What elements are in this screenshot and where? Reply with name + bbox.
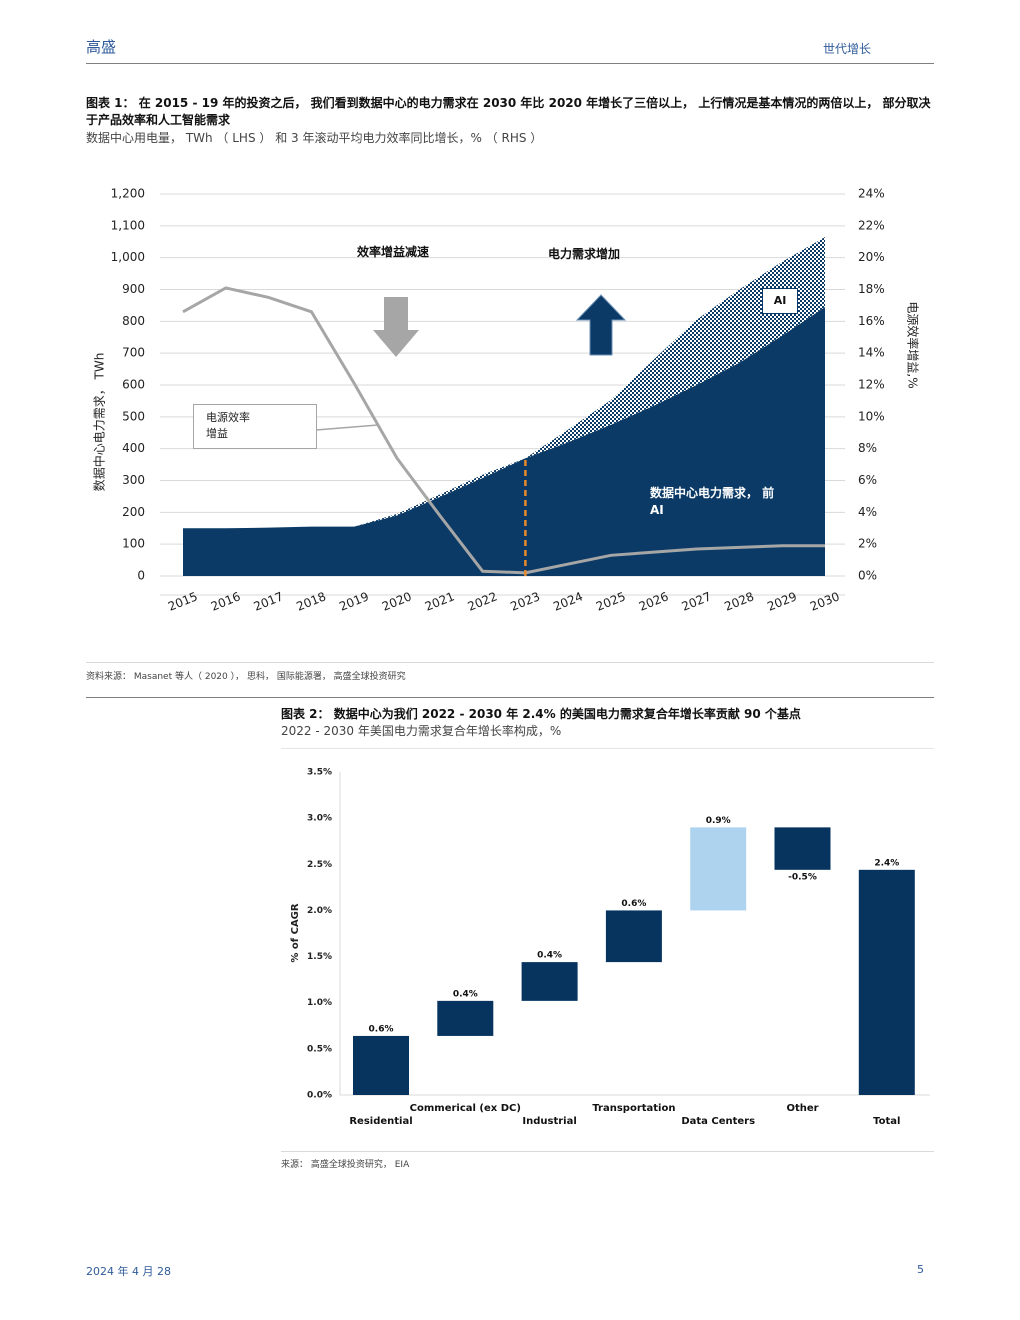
x-tick-label: Transportation — [592, 1103, 675, 1114]
series-label: 数据中心电力需求， 前 AI — [650, 486, 775, 517]
footer-page: 5 — [917, 1263, 924, 1276]
x-tick-label: Data Centers — [681, 1116, 755, 1127]
y2-tick-label: 14% — [858, 346, 885, 360]
chart: 0.0% 0.5% 1.0% 1.5% 2.0% 2.5% 3.0% 3.5% % of CAG… — [290, 768, 930, 1127]
y-tick-label: 0.0% — [307, 1091, 332, 1101]
x-tick-label: Residential — [349, 1116, 412, 1127]
footer-date: 2024 年 4 月 28 — [86, 1265, 171, 1278]
header-left: 高盛 — [86, 38, 117, 56]
value-label: 0.9% — [706, 816, 731, 826]
figure-source: 资料来源： Masanet 等人（ 2020 ）， 思科， 国际能源署， 高盛全… — [86, 672, 406, 682]
y-tick-label: 1,200 — [111, 187, 145, 201]
value-label: -0.5% — [788, 872, 817, 882]
y-tick-label: 2.5% — [307, 860, 332, 870]
x-tick-label: Industrial — [522, 1116, 576, 1127]
value-label: 2.4% — [874, 858, 899, 868]
chart: 0 100 200 300 400 500 600 700 800 900 1,000 1,100 1,… — [92, 187, 921, 614]
value-label: 0.4% — [537, 951, 562, 961]
y-tick-label: 1,100 — [111, 218, 145, 232]
efficiency-line — [182, 286, 825, 575]
area — [183, 236, 825, 529]
figure-subtitle: 2022 - 2030 年美国电力需求复合年增长率构成，% — [281, 724, 562, 738]
y-tick-label: 800 — [122, 314, 145, 328]
y2-tick-label: 4% — [858, 505, 877, 519]
rule — [281, 748, 934, 749]
figure-title: 图表 1： 在 2015 - 19 年的投资之后， 我们看到数据中心的电力需求在… — [86, 96, 931, 127]
value-label: 0.4% — [453, 989, 478, 999]
series-label: 电源效率 增益 — [193, 404, 317, 449]
figure-title: 图表 2： 数据中心为我们 2022 - 2030 年 2.4% 的美国电力需求… — [281, 707, 801, 721]
y-tick-label: 500 — [122, 409, 145, 423]
bar — [858, 869, 915, 1095]
annotation: 电力需求增加 — [548, 247, 621, 261]
up-arrow — [575, 294, 627, 356]
value-label: 0.6% — [369, 1024, 394, 1034]
y-axis-title: % of CAGR — [290, 903, 301, 962]
rule — [86, 662, 934, 663]
y-tick-label: 300 — [122, 473, 145, 487]
y2-tick-label: 20% — [858, 250, 885, 264]
y-tick-label: 2.0% — [307, 906, 332, 916]
y2-tick-label: 8% — [858, 441, 877, 455]
y-axis-title: 数据中心电力需求， TWh — [92, 353, 107, 492]
y-tick-label: 0 — [137, 569, 145, 583]
y-tick-label: 200 — [122, 505, 145, 519]
y-tick-label: 1.5% — [307, 952, 332, 962]
y-tick-label: 0.5% — [307, 1044, 332, 1054]
header-rule — [86, 63, 934, 64]
series-label: AI — [762, 288, 798, 314]
y-tick-label: 1.0% — [307, 998, 332, 1008]
down-arrow — [373, 297, 419, 357]
y-tick-label: 3.5% — [307, 768, 332, 778]
bar — [774, 827, 831, 870]
x-tick-label: Other — [786, 1103, 818, 1114]
y-tick-label: 400 — [122, 441, 145, 455]
y-tick-label: 3.0% — [307, 814, 332, 824]
y2-tick-label: 2% — [858, 537, 877, 551]
y-tick-label: 600 — [122, 378, 145, 392]
y2-tick-label: 0% — [858, 569, 877, 583]
y2-tick-label: 16% — [858, 314, 885, 328]
y2-tick-label: 18% — [858, 282, 885, 296]
header-right: 世代增长 — [823, 42, 872, 56]
y-tick-label: 1,000 — [111, 250, 145, 264]
y2-tick-label: 12% — [858, 378, 885, 392]
figure-source: 来源： 高盛全球投资研究， EIA — [281, 1160, 410, 1170]
y2-axis-title: 电源效率增益,% — [906, 301, 921, 388]
leader-line — [315, 424, 379, 431]
bar — [605, 910, 662, 963]
y-tick-label: 100 — [122, 537, 145, 551]
bar — [690, 827, 747, 911]
x-tick-label: Commerical (ex DC) — [410, 1103, 521, 1114]
rule — [281, 1151, 934, 1152]
y-tick-label: 700 — [122, 346, 145, 360]
y2-tick-label: 22% — [858, 218, 885, 232]
bar — [521, 962, 578, 1001]
y2-tick-label: 10% — [858, 409, 885, 423]
y2-tick-label: 24% — [858, 187, 885, 201]
area — [183, 307, 825, 576]
figure-subtitle: 数据中心用电量， TWh （ LHS ） 和 3 年滚动平均电力效率同比增长，%… — [86, 131, 543, 145]
rule — [86, 697, 934, 698]
bar — [353, 1035, 409, 1095]
bar — [437, 1000, 494, 1036]
y2-tick-label: 6% — [858, 473, 877, 487]
y-tick-label: 900 — [122, 282, 145, 296]
x-tick-label: Total — [873, 1116, 900, 1127]
annotation: 效率增益减速 — [357, 245, 430, 259]
value-label: 0.6% — [621, 899, 646, 909]
